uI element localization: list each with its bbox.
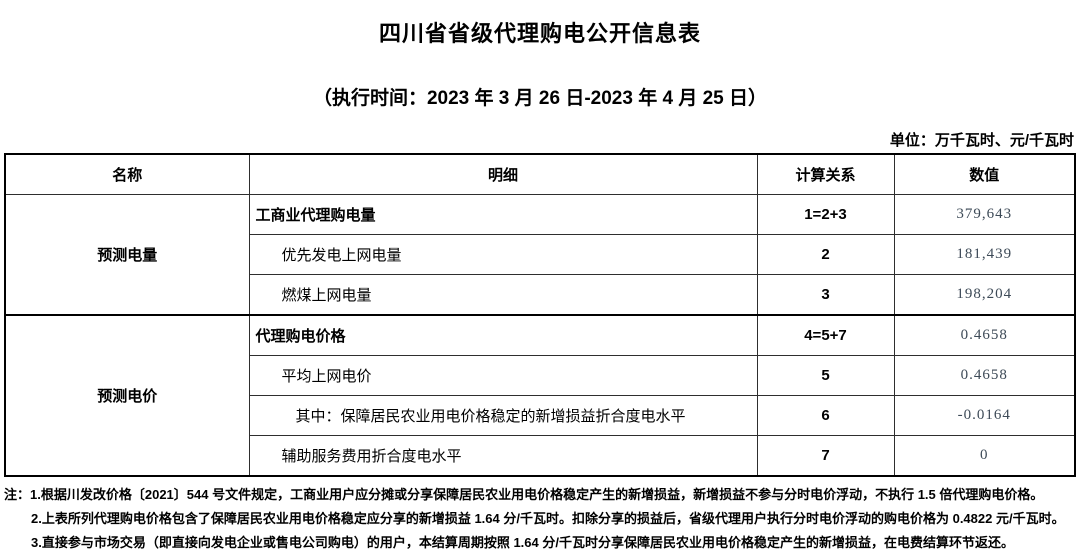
footnote-3: 3.直接参与市场交易（即直接向发电企业或售电公司购电）的用户，本结算周期按照 1… bbox=[31, 535, 1014, 550]
footnote-1: 注：1.根据川发改价格〔2021〕544 号文件规定，工商业用户应分摊或分享保障… bbox=[4, 483, 1080, 507]
value-cell: 0 bbox=[893, 435, 1076, 477]
relation-cell: 3 bbox=[756, 274, 895, 316]
detail-cell: 工商业代理购电量 bbox=[248, 194, 758, 235]
table-row: 优先发电上网电量 2 181,439 bbox=[5, 234, 1076, 275]
table-row: 预测电量 工商业代理购电量 1=2+3 379,643 bbox=[4, 194, 1076, 316]
value-cell: 0.4658 bbox=[893, 355, 1076, 396]
column-header-value: 数值 bbox=[893, 153, 1076, 195]
group-cell-electricity-price: 预测电价 bbox=[4, 314, 250, 477]
table-row: 预测电价 代理购电价格 4=5+7 0.4658 bbox=[4, 314, 1076, 477]
detail-cell: 优先发电上网电量 bbox=[248, 234, 758, 275]
detail-cell: 辅助服务费用折合度电水平 bbox=[248, 435, 758, 477]
info-table: 名称 明细 计算关系 数值 预测电量 工商业代理购电量 1=2+3 379,64… bbox=[4, 153, 1076, 477]
detail-cell: 其中：保障居民农业用电价格稳定的新增损益折合度电水平 bbox=[248, 395, 758, 436]
value-cell: 181,439 bbox=[893, 234, 1076, 275]
value-cell: 198,204 bbox=[893, 274, 1076, 316]
table-row: 其中：保障居民农业用电价格稳定的新增损益折合度电水平 6 -0.0164 bbox=[5, 395, 1076, 436]
table-row: 辅助服务费用折合度电水平 7 0 bbox=[5, 435, 1076, 477]
footnote-1-text: 1.根据川发改价格〔2021〕544 号文件规定，工商业用户应分摊或分享保障居民… bbox=[30, 487, 1044, 502]
footnotes: 注：1.根据川发改价格〔2021〕544 号文件规定，工商业用户应分摊或分享保障… bbox=[0, 483, 1080, 555]
table-row: 平均上网电价 5 0.4658 bbox=[5, 355, 1076, 396]
relation-cell: 2 bbox=[756, 234, 895, 275]
header-row: 名称 明细 计算关系 数值 bbox=[4, 153, 1076, 195]
detail-cell: 代理购电价格 bbox=[248, 314, 758, 356]
column-header-detail: 明细 bbox=[248, 153, 758, 195]
detail-cell: 平均上网电价 bbox=[248, 355, 758, 396]
unit-label: 单位：万千瓦时、元/千瓦时 bbox=[889, 132, 1074, 149]
relation-cell: 5 bbox=[756, 355, 895, 396]
value-cell: 0.4658 bbox=[893, 314, 1076, 356]
execution-period: （执行时间：2023 年 3 月 26 日-2023 年 4 月 25 日） bbox=[312, 88, 768, 109]
column-header-name: 名称 bbox=[4, 153, 250, 195]
relation-cell: 4=5+7 bbox=[756, 314, 895, 356]
footnote-prefix: 注： bbox=[4, 487, 31, 502]
footnote-2: 2.上表所列代理购电价格包含了保障居民农业用电价格稳定应分享的新增损益 1.64… bbox=[31, 511, 1065, 526]
detail-cell: 燃煤上网电量 bbox=[248, 274, 758, 316]
page-title: 四川省省级代理购电公开信息表 bbox=[378, 21, 701, 46]
value-cell: -0.0164 bbox=[893, 395, 1076, 436]
relation-cell: 1=2+3 bbox=[756, 194, 895, 235]
relation-cell: 6 bbox=[756, 395, 895, 436]
relation-cell: 7 bbox=[756, 435, 895, 477]
column-header-relation: 计算关系 bbox=[756, 153, 895, 195]
group-cell-electricity-volume: 预测电量 bbox=[4, 194, 250, 316]
value-cell: 379,643 bbox=[893, 194, 1076, 235]
